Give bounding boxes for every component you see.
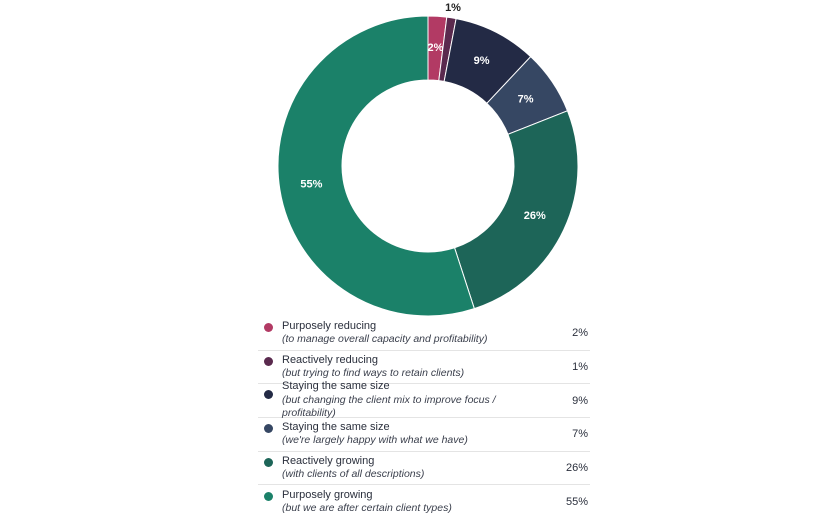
slice-label-purposely-growing: 55% bbox=[300, 178, 322, 190]
slice-label-staying-same-size-happy: 7% bbox=[518, 94, 534, 106]
legend-label: Staying the same size bbox=[282, 420, 390, 433]
legend-item-reactively-reducing: Reactively reducing (but trying to find … bbox=[258, 351, 590, 385]
chart-legend: Purposely reducing (to manage overall ca… bbox=[258, 317, 590, 519]
slice-label-reactively-reducing: 1% bbox=[445, 2, 461, 14]
legend-value: 7% bbox=[572, 428, 588, 441]
legend-swatch-purposely-reducing bbox=[264, 322, 273, 332]
legend-swatch-purposely-growing bbox=[264, 491, 273, 501]
legend-description: (but we are after certain client types) bbox=[282, 502, 452, 515]
legend-label: Reactively growing bbox=[282, 454, 375, 467]
slice-label-reactively-growing: 26% bbox=[524, 210, 546, 222]
legend-description: (but trying to find ways to retain clien… bbox=[282, 367, 465, 380]
legend-label: Purposely reducing bbox=[282, 319, 377, 332]
legend-swatch-reactively-reducing bbox=[264, 356, 273, 366]
legend-value: 2% bbox=[572, 327, 588, 340]
legend-swatch-staying-same-size-changing bbox=[264, 390, 273, 400]
slice-purposely-growing bbox=[277, 15, 475, 317]
legend-swatch-reactively-growing bbox=[264, 457, 273, 467]
legend-item-reactively-growing: Reactively growing (with clients of all … bbox=[258, 452, 590, 486]
legend-description: (with clients of all descriptions) bbox=[282, 468, 425, 481]
legend-label: Staying the same size bbox=[282, 380, 390, 393]
legend-label: Reactively reducing bbox=[282, 353, 378, 366]
legend-label: Purposely growing bbox=[282, 488, 373, 501]
legend-description: (but changing the client mix to improve … bbox=[282, 393, 496, 420]
slice-reactively-growing bbox=[453, 110, 579, 310]
legend-item-staying-same-size-happy: Staying the same size (we're largely hap… bbox=[258, 418, 590, 452]
legend-value: 1% bbox=[572, 361, 588, 374]
legend-swatch-staying-same-size-happy bbox=[264, 423, 273, 433]
legend-value: 26% bbox=[565, 462, 588, 475]
legend-item-purposely-reducing: Purposely reducing (to manage overall ca… bbox=[258, 317, 590, 351]
legend-value: 9% bbox=[572, 394, 588, 407]
legend-item-purposely-growing: Purposely growing (but we are after cert… bbox=[258, 485, 590, 519]
slice-label-purposely-reducing: 2% bbox=[427, 42, 443, 54]
legend-description: (we're largely happy with what we have) bbox=[282, 434, 468, 447]
legend-item-staying-same-size-changing: Staying the same size (but changing the … bbox=[258, 380, 590, 420]
slice-label-staying-same-size-changing: 9% bbox=[474, 55, 490, 67]
legend-description: (to manage overall capacity and profitab… bbox=[282, 333, 488, 346]
legend-value: 55% bbox=[565, 496, 588, 509]
